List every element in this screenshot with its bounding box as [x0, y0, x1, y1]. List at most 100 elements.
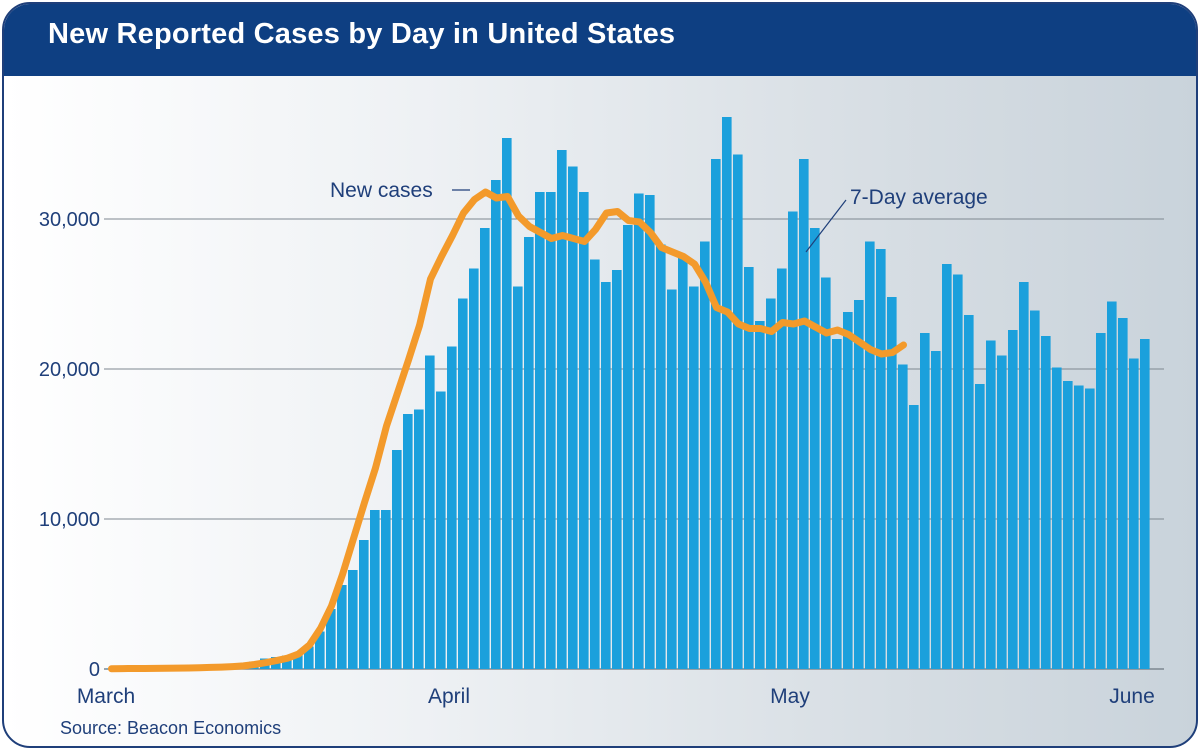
bar: [337, 585, 347, 669]
bar: [403, 414, 413, 669]
y-tick-label: 0: [89, 659, 100, 681]
bar: [1107, 301, 1117, 669]
annotations: New cases 7-Day average: [330, 179, 988, 253]
bar: [678, 258, 688, 669]
bar: [854, 300, 864, 669]
bar: [513, 286, 523, 669]
bar: [1063, 381, 1073, 669]
bar: [887, 297, 897, 669]
bar: [436, 391, 446, 669]
bar: [601, 282, 611, 669]
x-tick-label: March: [77, 685, 135, 708]
bar: [964, 315, 974, 669]
bar: [469, 268, 479, 669]
bar: [744, 267, 754, 669]
chart-title: New Reported Cases by Day in United Stat…: [48, 18, 676, 50]
bar: [370, 510, 380, 669]
bar: [326, 609, 336, 669]
bar: [843, 312, 853, 669]
axes: 0 10,000 20,000 30,000 March April May June: [39, 209, 1155, 708]
bar: [1129, 358, 1139, 669]
bar: [766, 298, 776, 669]
bar: [502, 138, 512, 669]
bar: [755, 321, 765, 669]
average-line-series: [108, 188, 907, 673]
bar: [876, 249, 886, 669]
bar: [590, 259, 600, 669]
y-tick-label: 10,000: [39, 509, 100, 531]
bar: [623, 225, 633, 669]
bar: [546, 192, 556, 669]
bar: [1019, 282, 1029, 669]
bar: [700, 241, 710, 669]
bar: [931, 351, 941, 669]
bar: [535, 192, 545, 669]
bar: [447, 346, 457, 669]
average-leader: [805, 199, 847, 253]
bar: [524, 237, 534, 669]
y-tick-label: 20,000: [39, 359, 100, 381]
chart-area: 0 10,000 20,000 30,000 March April May June New…: [39, 117, 1164, 708]
bar: [458, 298, 468, 669]
bar: [1041, 336, 1051, 669]
bar: [898, 364, 908, 669]
bar: [821, 277, 831, 669]
bar: [810, 228, 820, 669]
bar: [656, 244, 666, 669]
bar: [975, 384, 985, 669]
bar: [689, 286, 699, 669]
bar: [1030, 310, 1040, 669]
bar: [1052, 367, 1062, 669]
y-tick-label: 30,000: [39, 209, 100, 231]
bar: [381, 510, 391, 669]
bar: [1096, 333, 1106, 669]
bar: [480, 228, 490, 669]
bar: [568, 166, 578, 669]
bar: [557, 150, 567, 669]
average-label: 7-Day average: [850, 186, 988, 209]
bar: [777, 268, 787, 669]
bar: [832, 339, 842, 669]
source-note: Source: Beacon Economics: [60, 718, 282, 738]
bar: [315, 631, 325, 669]
bar: [282, 655, 292, 669]
bar: [612, 270, 622, 669]
bar: [293, 654, 303, 669]
title-bar: New Reported Cases by Day in United Stat…: [4, 4, 1196, 76]
bar: [788, 211, 798, 669]
bar: [1140, 339, 1150, 669]
bar: [1074, 385, 1084, 669]
x-tick-label: April: [428, 685, 470, 708]
bar: [920, 333, 930, 669]
bar: [1008, 330, 1018, 669]
average-line: [108, 188, 907, 673]
bar: [304, 646, 314, 669]
new-cases-label: New cases: [330, 179, 433, 202]
bar: [1085, 388, 1095, 669]
bar: [414, 409, 424, 669]
bar: [909, 405, 919, 669]
bar: [997, 355, 1007, 669]
bar: [865, 241, 875, 669]
bar: [634, 193, 644, 669]
bar: [425, 355, 435, 669]
bar: [986, 340, 996, 669]
bar: [491, 180, 501, 669]
bar: [1118, 318, 1128, 669]
x-tick-label: June: [1109, 685, 1155, 708]
bar: [711, 159, 721, 669]
bar: [953, 274, 963, 669]
bar: [645, 195, 655, 669]
bar: [733, 154, 743, 669]
bar: [579, 192, 589, 669]
bar: [799, 159, 809, 669]
bar: [348, 570, 358, 669]
bar: [942, 264, 952, 669]
bar: [392, 450, 402, 669]
bar: [722, 117, 732, 669]
x-tick-label: May: [770, 685, 810, 708]
bar: [359, 540, 369, 669]
bar-series: [106, 117, 1150, 669]
bar: [667, 289, 677, 669]
